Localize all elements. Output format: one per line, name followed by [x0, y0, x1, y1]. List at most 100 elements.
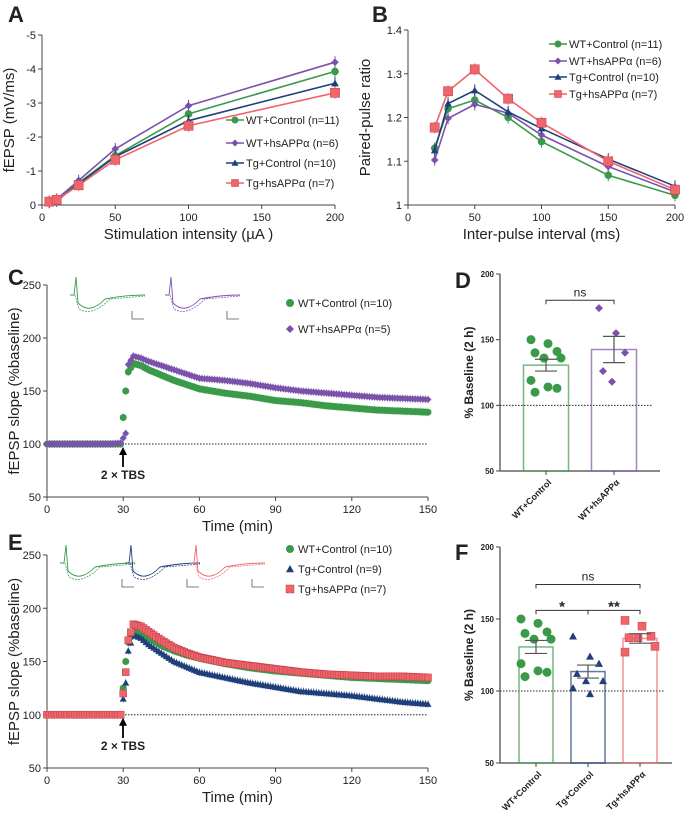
significance-label: ns — [582, 569, 595, 583]
y-tick-label: -5 — [26, 30, 36, 42]
data-point — [73, 180, 84, 191]
legend-marker — [554, 40, 562, 48]
data-point — [127, 628, 135, 636]
data-point — [624, 633, 634, 642]
data-point — [530, 348, 540, 358]
x-tick-label: 90 — [269, 775, 281, 787]
y-tick-label: 150 — [23, 386, 41, 398]
y-tick-label: 50 — [29, 763, 41, 775]
x-category-label: WT+hsAPPα — [576, 477, 621, 522]
legend-label: Tg+Control (n=10) — [569, 72, 659, 84]
data-point — [537, 131, 546, 139]
data-point — [430, 146, 439, 154]
x-tick-label: 60 — [193, 504, 205, 516]
legend-label: WT+hsAPPα (n=6) — [569, 56, 662, 68]
bar-group: WT+Control — [500, 614, 556, 813]
data-point — [119, 414, 127, 421]
scale-bar — [121, 579, 134, 588]
data-point — [331, 58, 339, 66]
x-tick-label: 150 — [599, 212, 617, 224]
y-axis-label: % Baseline (2 h) — [462, 326, 476, 418]
x-tick-label: 120 — [343, 504, 361, 516]
data-point — [646, 632, 656, 641]
y-tick-label: 150 — [481, 615, 495, 624]
legend-label: Tg+hsAPPα (n=7) — [298, 584, 386, 596]
x-tick-label: 50 — [469, 212, 481, 224]
y-tick-label: 200 — [481, 543, 495, 552]
data-point — [504, 108, 512, 115]
data-point — [546, 634, 556, 644]
chart-e: 0 30 60 90 120 150 50 100 150 200 250 Time (min) fEP… — [6, 544, 437, 806]
bar-group: WT+Control — [510, 335, 570, 521]
legend-marker — [554, 73, 562, 80]
data-point — [633, 633, 643, 642]
y-tick-label: 50 — [485, 759, 494, 768]
legend-marker — [231, 179, 239, 187]
bar-group: WT+hsAPPα — [576, 304, 638, 522]
x-category-label: Tg+Control — [554, 769, 595, 810]
panel-label-c: C — [8, 265, 24, 290]
x-tick-label: 30 — [117, 504, 129, 516]
data-point — [331, 79, 339, 87]
series-2: Tg+Control (n=10) — [430, 72, 679, 193]
data-point — [184, 110, 193, 118]
data-point — [444, 99, 452, 107]
significance-label: ** — [608, 598, 620, 615]
data-point — [183, 120, 194, 131]
data-point — [612, 329, 620, 338]
y-tick-label: 1.1 — [387, 156, 402, 168]
series-0: WT+Control (n=10) — [43, 298, 432, 448]
data-point — [599, 367, 607, 376]
x-tick-label: 60 — [193, 775, 205, 787]
tbs-annotation: 2 × TBS — [101, 739, 145, 753]
legend-marker — [231, 139, 239, 147]
y-tick-label: 50 — [485, 467, 494, 476]
data-point — [424, 408, 432, 416]
data-point — [119, 695, 127, 702]
x-category-label: WT+Control — [510, 477, 553, 520]
data-point — [552, 346, 562, 356]
legend-label: WT+hsAPPα (n=6) — [246, 138, 339, 150]
y-axis-label: % Baseline (2 h) — [462, 609, 476, 701]
y-tick-label: 250 — [23, 280, 41, 292]
series-1: WT+hsAPPα (n=5) — [43, 324, 432, 448]
y-axis-label: fEPSP slope (%baseline) — [6, 578, 23, 745]
data-point — [582, 676, 590, 685]
y-axis-label: fEPSP (mV/ms) — [1, 68, 18, 173]
data-point — [599, 676, 607, 685]
y-tick-label: -2 — [26, 132, 36, 144]
data-point — [122, 387, 130, 395]
data-point — [595, 304, 603, 313]
x-tick-label: 150 — [419, 504, 437, 516]
data-point — [503, 93, 513, 104]
data-point — [539, 353, 549, 363]
data-point — [569, 632, 577, 640]
legend-marker — [286, 545, 294, 553]
data-point — [470, 86, 479, 94]
data-point — [604, 171, 613, 180]
x-tick-label: 50 — [109, 212, 121, 224]
data-point — [543, 382, 553, 392]
data-point — [51, 195, 62, 205]
series-3: Tg+hsAPPα (n=7) — [44, 86, 340, 208]
data-point — [470, 100, 479, 109]
data-point — [670, 184, 680, 195]
legend-label: WT+Control (n=11) — [569, 39, 662, 51]
data-point — [573, 669, 581, 677]
data-point — [424, 395, 432, 403]
legend-label: WT+Control (n=11) — [246, 115, 339, 127]
data-point — [429, 122, 440, 133]
inset-trace-wt-hsapp — [165, 276, 241, 320]
legend-label: WT+hsAPPα (n=5) — [298, 324, 391, 336]
y-tick-label: 1.3 — [387, 69, 402, 81]
bar — [622, 637, 658, 764]
data-point — [119, 689, 127, 698]
significance-bracket — [535, 583, 641, 589]
data-point — [110, 154, 121, 165]
legend-label: Tg+Control (n=10) — [246, 158, 336, 170]
x-tick-label: 100 — [532, 212, 550, 224]
data-point — [122, 429, 130, 437]
series-line — [433, 99, 676, 197]
data-point — [608, 377, 616, 386]
y-tick-label: -4 — [26, 64, 36, 76]
